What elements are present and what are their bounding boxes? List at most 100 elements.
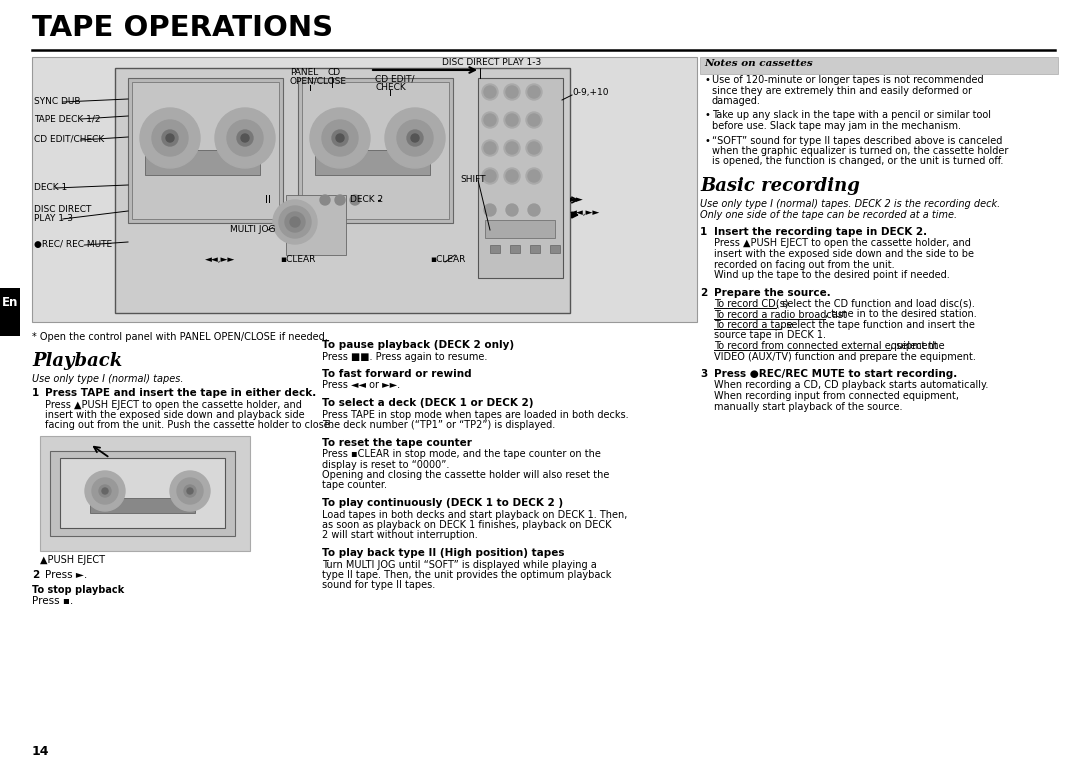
Text: To record from connected external equipment: To record from connected external equipm… — [714, 341, 937, 351]
Circle shape — [484, 170, 496, 182]
Text: Press TAPE in stop mode when tapes are loaded in both decks.: Press TAPE in stop mode when tapes are l… — [322, 410, 629, 419]
Circle shape — [507, 170, 518, 182]
Circle shape — [528, 170, 540, 182]
Text: To select a deck (DECK 1 or DECK 2): To select a deck (DECK 1 or DECK 2) — [322, 398, 534, 408]
Bar — [485, 220, 555, 238]
Text: facing out from the unit. Push the cassette holder to close.: facing out from the unit. Push the casse… — [45, 420, 333, 430]
Text: 2: 2 — [32, 571, 39, 581]
Text: Opening and closing the cassette holder will also reset the: Opening and closing the cassette holder … — [322, 470, 609, 480]
Text: To pause playback (DECK 2 only): To pause playback (DECK 2 only) — [322, 340, 514, 350]
Circle shape — [507, 114, 518, 126]
Text: CHECK: CHECK — [375, 83, 406, 92]
Circle shape — [215, 108, 275, 168]
Circle shape — [322, 120, 357, 156]
Circle shape — [170, 471, 210, 511]
Text: •: • — [704, 111, 710, 121]
Text: To record a tape: To record a tape — [714, 320, 793, 330]
Text: CD EDIT/CHECK: CD EDIT/CHECK — [33, 135, 105, 144]
Circle shape — [411, 134, 419, 142]
Circle shape — [526, 84, 542, 100]
Text: Notes on cassettes: Notes on cassettes — [704, 59, 813, 68]
Text: Press ◄◄ or ►►.: Press ◄◄ or ►►. — [322, 380, 400, 390]
Circle shape — [528, 86, 540, 98]
Circle shape — [85, 471, 125, 511]
Circle shape — [184, 485, 195, 497]
Text: manually start playback of the source.: manually start playback of the source. — [714, 402, 903, 412]
Text: Press ▲PUSH EJECT to open the cassette holder, and: Press ▲PUSH EJECT to open the cassette h… — [45, 400, 302, 410]
Bar — [530, 245, 540, 253]
Circle shape — [507, 204, 518, 216]
Circle shape — [335, 195, 345, 205]
Bar — [302, 82, 449, 219]
Circle shape — [152, 120, 188, 156]
Circle shape — [482, 168, 498, 184]
Bar — [90, 498, 195, 513]
Circle shape — [526, 168, 542, 184]
Text: CD: CD — [328, 68, 341, 77]
Text: 2: 2 — [700, 287, 707, 297]
Text: •: • — [704, 135, 710, 145]
Text: tape counter.: tape counter. — [322, 481, 387, 490]
Text: insert with the exposed side down and the side to be: insert with the exposed side down and th… — [714, 249, 974, 259]
Text: When recording input from connected equipment,: When recording input from connected equi… — [714, 391, 959, 401]
Text: 14: 14 — [32, 745, 50, 758]
Text: Basic recording: Basic recording — [700, 177, 860, 195]
Text: ●REC/ REC MUTE: ●REC/ REC MUTE — [33, 240, 112, 249]
Circle shape — [187, 488, 193, 494]
Text: , select the: , select the — [890, 341, 945, 351]
Bar — [286, 195, 346, 255]
Text: , tune in to the desired station.: , tune in to the desired station. — [825, 309, 976, 319]
Circle shape — [482, 140, 498, 156]
Text: Turn MULTI JOG until “SOFT” is displayed while playing a: Turn MULTI JOG until “SOFT” is displayed… — [322, 559, 597, 569]
Circle shape — [484, 114, 496, 126]
Text: , select the CD function and load disc(s).: , select the CD function and load disc(s… — [775, 299, 974, 309]
Text: display is reset to “0000”.: display is reset to “0000”. — [322, 459, 449, 470]
Text: To record CD(s): To record CD(s) — [714, 299, 788, 309]
Circle shape — [526, 140, 542, 156]
Circle shape — [241, 134, 249, 142]
Text: source tape in DECK 1.: source tape in DECK 1. — [714, 331, 826, 341]
Circle shape — [279, 206, 311, 238]
Text: 3: 3 — [700, 369, 707, 379]
Text: When recording a CD, CD playback starts automatically.: When recording a CD, CD playback starts … — [714, 380, 988, 390]
Circle shape — [92, 478, 118, 504]
Circle shape — [528, 114, 540, 126]
Text: To play continuously (DECK 1 to DECK 2 ): To play continuously (DECK 1 to DECK 2 ) — [322, 498, 563, 508]
Circle shape — [484, 86, 496, 98]
Circle shape — [528, 142, 540, 154]
Circle shape — [285, 212, 305, 232]
Text: Press ●REC/REC MUTE to start recording.: Press ●REC/REC MUTE to start recording. — [714, 369, 957, 379]
Text: Press ■■. Press again to resume.: Press ■■. Press again to resume. — [322, 351, 487, 361]
Circle shape — [482, 112, 498, 128]
Circle shape — [484, 142, 496, 154]
Text: Use only type I (normal) tapes. DECK 2 is the recording deck.: Use only type I (normal) tapes. DECK 2 i… — [700, 199, 1000, 209]
Bar — [40, 436, 249, 551]
Bar — [145, 150, 260, 175]
Text: En: En — [2, 296, 18, 309]
Text: VIDEO (AUX/TV) function and prepare the equipment.: VIDEO (AUX/TV) function and prepare the … — [714, 351, 976, 361]
Text: MULTI JOG: MULTI JOG — [230, 225, 275, 234]
Text: OPEN/CLOSE: OPEN/CLOSE — [291, 76, 347, 85]
Text: Playback: Playback — [32, 352, 122, 370]
Text: as soon as playback on DECK 1 finishes, playback on DECK: as soon as playback on DECK 1 finishes, … — [322, 520, 611, 530]
Circle shape — [237, 130, 253, 146]
Circle shape — [273, 200, 318, 244]
Text: PLAY 1-3: PLAY 1-3 — [33, 214, 73, 223]
Circle shape — [507, 142, 518, 154]
Circle shape — [504, 112, 519, 128]
Bar — [298, 78, 453, 223]
Circle shape — [166, 134, 174, 142]
Text: before use. Slack tape may jam in the mechanism.: before use. Slack tape may jam in the me… — [712, 121, 961, 131]
Text: since they are extremely thin and easily deformed or: since they are extremely thin and easily… — [712, 86, 972, 96]
Text: is opened, the function is changed, or the unit is turned off.: is opened, the function is changed, or t… — [712, 157, 1003, 167]
Text: sound for type II tapes.: sound for type II tapes. — [322, 581, 435, 591]
Circle shape — [99, 485, 111, 497]
Bar — [550, 245, 561, 253]
Circle shape — [407, 130, 423, 146]
Circle shape — [484, 204, 496, 216]
Text: damaged.: damaged. — [712, 96, 761, 106]
Circle shape — [350, 195, 360, 205]
Text: Only one side of the tape can be recorded at a time.: Only one side of the tape can be recorde… — [700, 211, 957, 221]
Circle shape — [310, 108, 370, 168]
Text: * Open the control panel with PANEL OPEN/CLOSE if needed.: * Open the control panel with PANEL OPEN… — [32, 332, 327, 342]
